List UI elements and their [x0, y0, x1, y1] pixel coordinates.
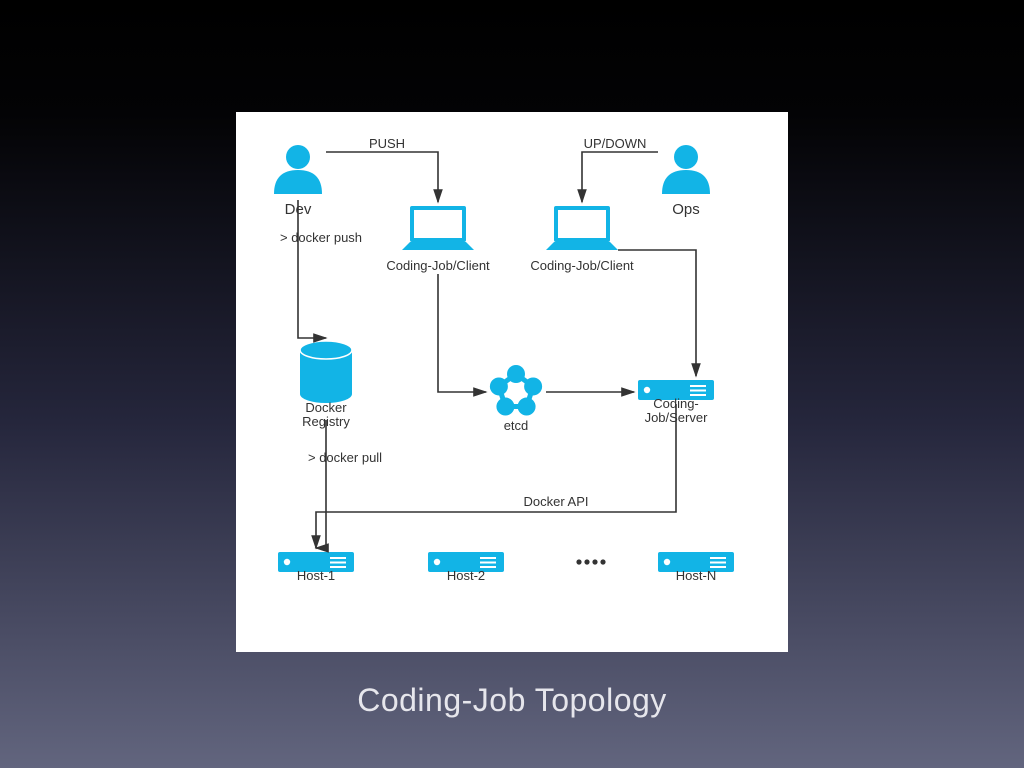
label-docker-push: > docker push — [280, 230, 362, 245]
ops-icon — [662, 145, 710, 194]
edge-server-hosts — [316, 404, 676, 548]
ops-label: Ops — [672, 201, 700, 218]
client_l-label: Coding-Job/Client — [386, 258, 490, 273]
edge-ops-client — [582, 152, 658, 202]
etcd-label: etcd — [504, 418, 529, 433]
client_r-icon — [546, 208, 618, 250]
hostn-label: Host-N — [676, 568, 716, 583]
edge-registry-host1 — [316, 420, 326, 548]
dev-icon — [274, 145, 322, 194]
edge-dev-client — [326, 152, 438, 202]
registry-icon — [300, 341, 352, 403]
slide-title: Coding-Job Topology — [0, 682, 1024, 719]
label-updown: UP/DOWN — [584, 136, 647, 151]
edge-clientl-etcd — [438, 274, 486, 392]
label-docker-pull: > docker pull — [308, 450, 382, 465]
etcd-icon — [490, 365, 542, 416]
label-push: PUSH — [369, 136, 405, 151]
client_l-icon — [402, 208, 474, 250]
host2-label: Host-2 — [447, 568, 485, 583]
client_r-label: Coding-Job/Client — [530, 258, 634, 273]
host1-label: Host-1 — [297, 568, 335, 583]
dots-icon — [576, 559, 605, 564]
slide: DevOpsCoding-Job/ClientCoding-Job/Client… — [0, 0, 1024, 768]
topology-diagram: DevOpsCoding-Job/ClientCoding-Job/Client… — [0, 0, 1024, 768]
label-docker-api: Docker API — [523, 494, 588, 509]
edge-dev-registry — [298, 200, 326, 338]
